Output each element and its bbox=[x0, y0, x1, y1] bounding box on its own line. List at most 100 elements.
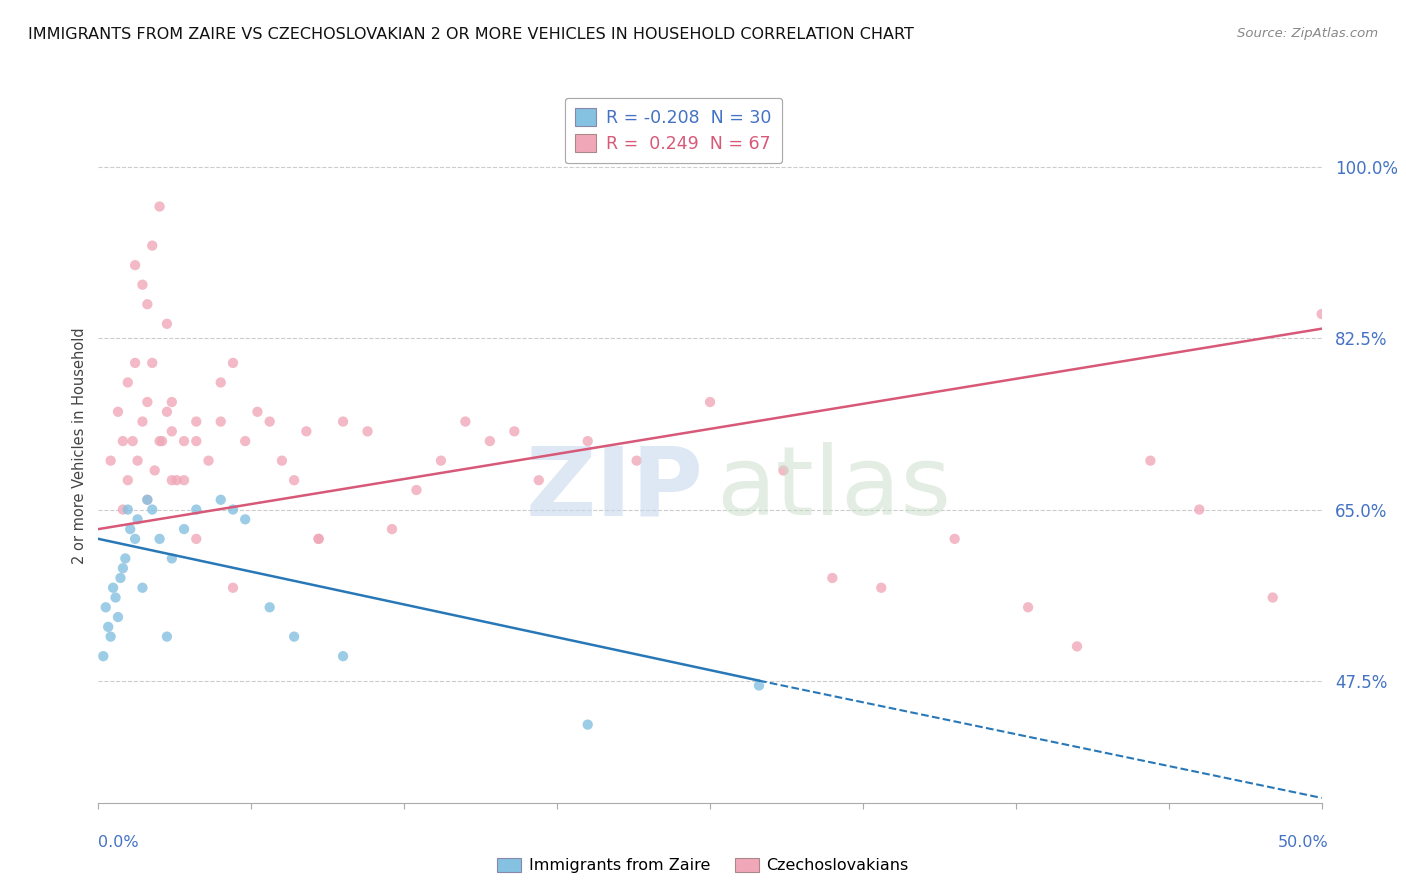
Point bbox=[120, 522, 142, 536]
Point bbox=[259, 600, 281, 615]
Point bbox=[1066, 640, 1088, 654]
Point bbox=[94, 600, 117, 615]
Point bbox=[1139, 453, 1161, 467]
Point bbox=[150, 434, 173, 449]
Point bbox=[1310, 307, 1333, 321]
Point bbox=[136, 492, 159, 507]
Point bbox=[149, 200, 172, 214]
Point bbox=[107, 405, 129, 419]
Point bbox=[527, 473, 550, 487]
Point bbox=[131, 581, 153, 595]
Point bbox=[209, 376, 232, 390]
Point bbox=[149, 532, 172, 546]
Point bbox=[160, 425, 183, 439]
Point bbox=[131, 415, 153, 429]
Point bbox=[156, 317, 179, 331]
Point bbox=[160, 551, 183, 566]
Point bbox=[246, 405, 269, 419]
Point bbox=[101, 581, 124, 595]
Point bbox=[111, 561, 134, 575]
Point bbox=[173, 473, 195, 487]
Point bbox=[143, 463, 166, 477]
Point bbox=[405, 483, 427, 497]
Point bbox=[332, 415, 354, 429]
Point bbox=[166, 473, 188, 487]
Point bbox=[943, 532, 966, 546]
Point bbox=[111, 502, 134, 516]
Point bbox=[107, 610, 129, 624]
Point bbox=[121, 434, 143, 449]
Text: IMMIGRANTS FROM ZAIRE VS CZECHOSLOVAKIAN 2 OR MORE VEHICLES IN HOUSEHOLD CORRELA: IMMIGRANTS FROM ZAIRE VS CZECHOSLOVAKIAN… bbox=[28, 27, 914, 42]
Point bbox=[111, 434, 134, 449]
Point bbox=[295, 425, 318, 439]
Point bbox=[478, 434, 501, 449]
Point bbox=[100, 630, 122, 644]
Point bbox=[114, 551, 136, 566]
Point bbox=[209, 492, 232, 507]
Point bbox=[222, 356, 245, 370]
Point bbox=[136, 395, 159, 409]
Text: atlas: atlas bbox=[716, 442, 952, 535]
Legend: R = -0.208  N = 30, R =  0.249  N = 67: R = -0.208 N = 30, R = 0.249 N = 67 bbox=[565, 98, 782, 163]
Point bbox=[127, 453, 149, 467]
Point bbox=[430, 453, 453, 467]
Point bbox=[283, 473, 305, 487]
Point bbox=[124, 356, 146, 370]
Point bbox=[233, 434, 256, 449]
Point bbox=[131, 277, 153, 292]
Point bbox=[124, 532, 146, 546]
Point bbox=[186, 532, 208, 546]
Point bbox=[141, 238, 163, 252]
Point bbox=[124, 258, 146, 272]
Point bbox=[156, 405, 179, 419]
Point bbox=[233, 512, 256, 526]
Legend: Immigrants from Zaire, Czechoslovakians: Immigrants from Zaire, Czechoslovakians bbox=[491, 851, 915, 880]
Point bbox=[197, 453, 219, 467]
Point bbox=[91, 649, 114, 664]
Point bbox=[503, 425, 526, 439]
Point bbox=[141, 502, 163, 516]
Point bbox=[222, 502, 245, 516]
Point bbox=[149, 434, 172, 449]
Point bbox=[1261, 591, 1284, 605]
Text: 50.0%: 50.0% bbox=[1278, 836, 1329, 850]
Point bbox=[332, 649, 354, 664]
Point bbox=[308, 532, 330, 546]
Point bbox=[270, 453, 294, 467]
Point bbox=[186, 502, 208, 516]
Point bbox=[117, 376, 139, 390]
Point bbox=[748, 678, 770, 692]
Point bbox=[772, 463, 794, 477]
Point bbox=[160, 395, 183, 409]
Point bbox=[160, 473, 183, 487]
Point bbox=[173, 434, 195, 449]
Point bbox=[141, 356, 163, 370]
Point bbox=[870, 581, 893, 595]
Point bbox=[97, 620, 120, 634]
Text: Source: ZipAtlas.com: Source: ZipAtlas.com bbox=[1237, 27, 1378, 40]
Text: ZIP: ZIP bbox=[526, 442, 704, 535]
Point bbox=[626, 453, 648, 467]
Point bbox=[209, 415, 232, 429]
Y-axis label: 2 or more Vehicles in Household: 2 or more Vehicles in Household bbox=[72, 327, 87, 565]
Point bbox=[576, 434, 599, 449]
Point bbox=[283, 630, 305, 644]
Point bbox=[699, 395, 721, 409]
Point bbox=[156, 630, 179, 644]
Point bbox=[259, 415, 281, 429]
Point bbox=[104, 591, 127, 605]
Point bbox=[1188, 502, 1211, 516]
Point bbox=[117, 502, 139, 516]
Point bbox=[186, 434, 208, 449]
Point bbox=[821, 571, 844, 585]
Text: 0.0%: 0.0% bbox=[98, 836, 139, 850]
Point bbox=[110, 571, 132, 585]
Point bbox=[381, 522, 404, 536]
Point bbox=[576, 717, 599, 731]
Point bbox=[356, 425, 378, 439]
Point bbox=[186, 415, 208, 429]
Point bbox=[117, 473, 139, 487]
Point bbox=[127, 512, 149, 526]
Point bbox=[454, 415, 477, 429]
Point bbox=[136, 492, 159, 507]
